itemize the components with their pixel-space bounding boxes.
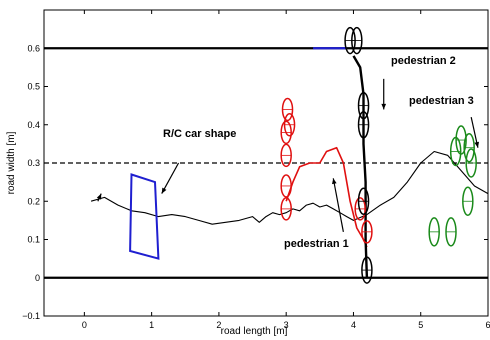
arrow-car-shape: [161, 162, 180, 194]
x-tick-label-6: 6: [485, 320, 490, 330]
y-tick-label-6: 0.5: [27, 82, 40, 92]
annotation-pedestrian-3: pedestrian 3: [409, 95, 474, 107]
x-tick-label-2: 2: [216, 320, 221, 330]
car-shape: [129, 173, 160, 260]
x-tick-label-5: 5: [418, 320, 423, 330]
y-tick-label-5: 0.4: [27, 120, 40, 130]
x-tick-label-3: 3: [284, 320, 289, 330]
y-tick-label-3: 0.2: [27, 196, 40, 206]
arrow-pedestrian-2-head: [381, 103, 387, 110]
series-pedestrian-2-path: [352, 55, 369, 278]
x-tick-label-4: 4: [351, 320, 356, 330]
y-tick-label-0: −0.1: [22, 311, 40, 321]
arrow-pedestrian-1-head: [332, 178, 337, 185]
y-axis-label: road width [m]: [6, 131, 17, 194]
annotation-pedestrian-2: pedestrian 2: [391, 55, 456, 67]
y-tick-label-1: 0: [35, 273, 40, 283]
arrow-pedestrian-3-head: [474, 141, 480, 148]
y-tick-label-7: 0.6: [27, 43, 40, 53]
series-car-path: [90, 150, 489, 225]
arrow-start-head: [96, 193, 102, 200]
arrow-car-shape-head: [161, 187, 167, 194]
arrow-pedestrian-1: [332, 178, 344, 232]
annotation-car-shape: R/C car shape: [163, 128, 236, 140]
x-tick-label-0: 0: [82, 320, 87, 330]
x-tick-label-1: 1: [149, 320, 154, 330]
series-pedestrian-1-path: [285, 146, 368, 248]
axis-ticks: 0 1 2 3 4 5 6 −0.1 0 0.1 0.2 0.3 0.4 0.5 0.6: [22, 10, 490, 330]
y-tick-label-2: 0.1: [27, 235, 40, 245]
y-tick-label-4: 0.3: [27, 158, 40, 168]
plot-area: [44, 26, 489, 284]
x-axis-label: road length [m]: [221, 326, 288, 337]
annotation-pedestrian-1: pedestrian 1: [284, 238, 349, 250]
